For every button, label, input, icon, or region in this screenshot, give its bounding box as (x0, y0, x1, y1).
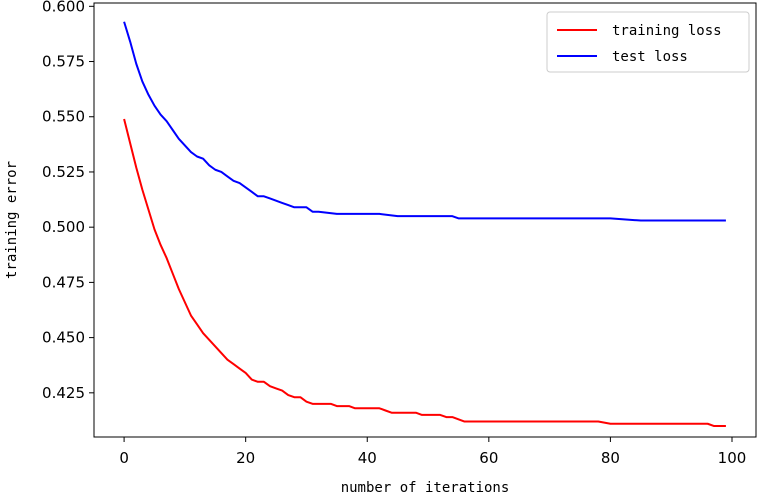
y-tick-label: 0.600 (42, 0, 85, 15)
series-line-training-loss (123, 118, 726, 427)
y-tick-label: 0.475 (42, 273, 85, 291)
y-tick-label: 0.550 (42, 108, 85, 126)
legend-box (546, 11, 750, 73)
legend-items: training loss test loss (557, 23, 722, 65)
y-axis-ticks: 0.425 0.450 0.475 0.500 0.525 0.550 0.575 0.600 (42, 0, 94, 402)
x-tick-label: 40 (358, 449, 377, 467)
x-tick-label: 60 (479, 449, 498, 467)
x-tick-label: 20 (236, 449, 255, 467)
x-axis-ticks: 0 20 40 60 80 100 (119, 437, 746, 467)
y-tick-label: 0.450 (42, 329, 85, 347)
plot-frame (93, 2, 757, 438)
x-tick-label: 0 (119, 449, 129, 467)
y-axis-label: training error (4, 161, 20, 279)
y-tick-label: 0.500 (42, 218, 85, 236)
series-line-test-loss (123, 21, 726, 222)
legend-label: test loss (612, 49, 688, 65)
y-tick-label: 0.425 (42, 384, 85, 402)
series-layer (123, 21, 726, 427)
legend-label: training loss (612, 23, 722, 39)
x-tick-label: 80 (601, 449, 620, 467)
x-tick-label: 100 (718, 449, 747, 467)
legend: training loss test loss (546, 11, 750, 73)
x-axis-label: number of iterations (341, 480, 510, 494)
y-tick-label: 0.575 (42, 53, 85, 71)
y-tick-label: 0.525 (42, 163, 85, 181)
